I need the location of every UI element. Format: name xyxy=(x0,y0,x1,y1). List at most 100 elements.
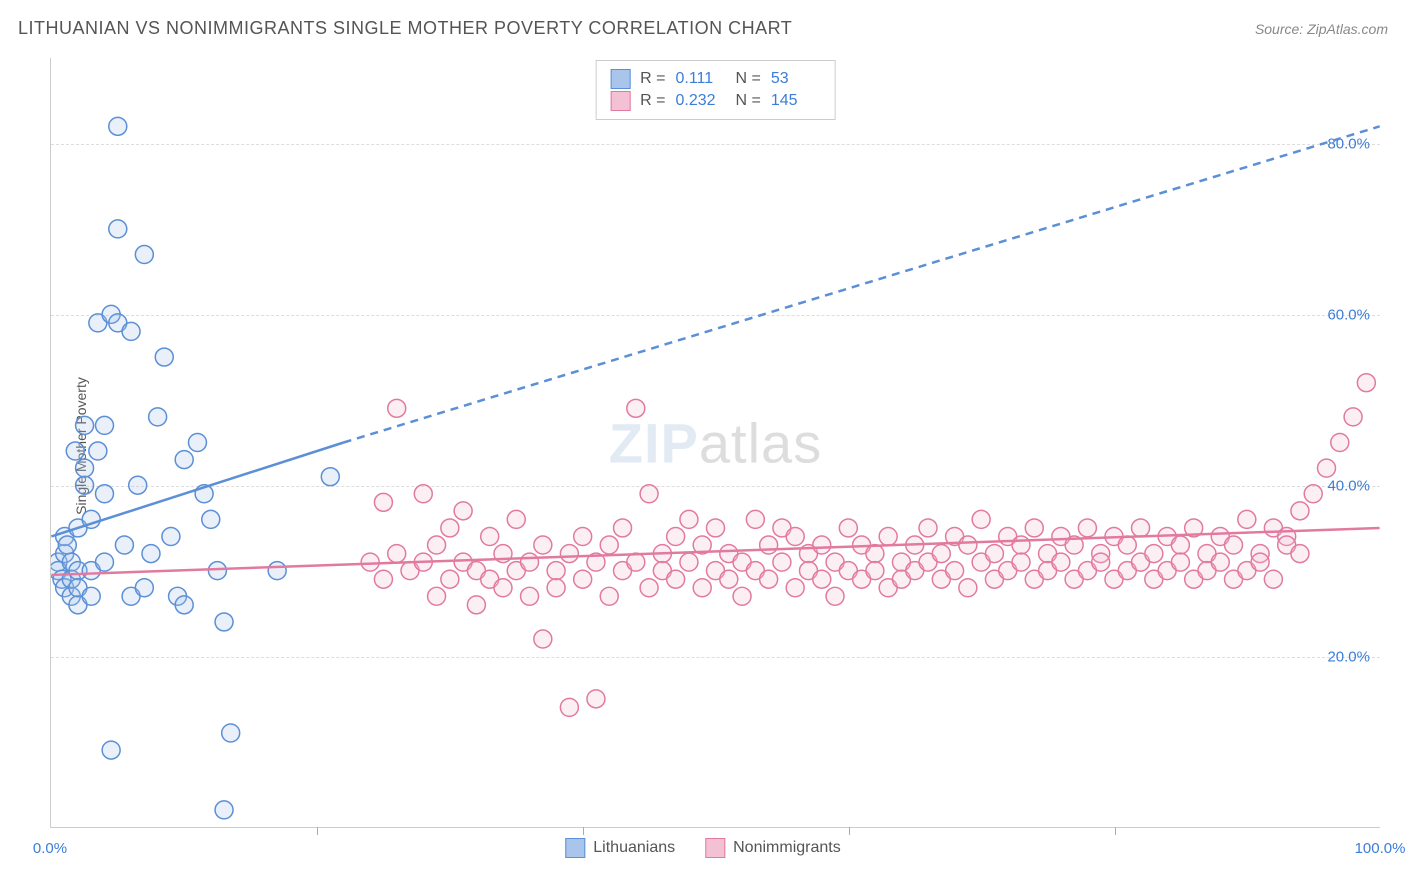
scatter-point-nonimmigrants xyxy=(1145,545,1163,563)
scatter-point-nonimmigrants xyxy=(374,570,392,588)
scatter-point-lithuanians xyxy=(122,322,140,340)
scatter-point-lithuanians xyxy=(96,416,114,434)
swatch-nonimmigrants xyxy=(705,838,725,858)
scatter-point-nonimmigrants xyxy=(640,579,658,597)
scatter-point-nonimmigrants xyxy=(1211,553,1229,571)
scatter-point-lithuanians xyxy=(109,117,127,135)
scatter-point-nonimmigrants xyxy=(1132,519,1150,537)
legend-R-label: R = xyxy=(640,70,665,88)
scatter-point-nonimmigrants xyxy=(1238,510,1256,528)
scatter-point-nonimmigrants xyxy=(521,587,539,605)
scatter-point-nonimmigrants xyxy=(667,570,685,588)
scatter-point-nonimmigrants xyxy=(879,528,897,546)
chart-header: LITHUANIAN VS NONIMMIGRANTS SINGLE MOTHE… xyxy=(18,18,1388,39)
scatter-point-lithuanians xyxy=(149,408,167,426)
correlation-legend-row-0: R = 0.111 N = 53 xyxy=(610,69,821,89)
scatter-point-lithuanians xyxy=(76,459,94,477)
scatter-point-lithuanians xyxy=(66,442,84,460)
scatter-point-nonimmigrants xyxy=(600,536,618,554)
scatter-point-nonimmigrants xyxy=(534,630,552,648)
scatter-point-lithuanians xyxy=(129,476,147,494)
legend-N-label: N = xyxy=(736,70,761,88)
swatch-nonimmigrants xyxy=(610,91,630,111)
scatter-point-nonimmigrants xyxy=(614,519,632,537)
scatter-point-nonimmigrants xyxy=(428,587,446,605)
scatter-point-nonimmigrants xyxy=(919,519,937,537)
scatter-point-nonimmigrants xyxy=(760,536,778,554)
scatter-point-lithuanians xyxy=(188,434,206,452)
scatter-point-nonimmigrants xyxy=(481,528,499,546)
scatter-point-nonimmigrants xyxy=(786,579,804,597)
scatter-point-nonimmigrants xyxy=(720,570,738,588)
legend-N-value-1: 145 xyxy=(771,92,821,110)
scatter-point-nonimmigrants xyxy=(1171,536,1189,554)
scatter-point-nonimmigrants xyxy=(1012,536,1030,554)
scatter-point-nonimmigrants xyxy=(1118,536,1136,554)
chart-source: Source: ZipAtlas.com xyxy=(1255,21,1388,37)
scatter-point-lithuanians xyxy=(175,596,193,614)
scatter-point-nonimmigrants xyxy=(972,510,990,528)
scatter-point-nonimmigrants xyxy=(773,553,791,571)
trendline-dashed-lithuanians xyxy=(344,126,1380,442)
scatter-point-lithuanians xyxy=(76,416,94,434)
scatter-point-nonimmigrants xyxy=(667,528,685,546)
scatter-point-lithuanians xyxy=(115,536,133,554)
scatter-point-nonimmigrants xyxy=(959,536,977,554)
scatter-point-nonimmigrants xyxy=(454,502,472,520)
legend-R-value-0: 0.111 xyxy=(676,70,726,88)
scatter-point-nonimmigrants xyxy=(1251,553,1269,571)
scatter-point-nonimmigrants xyxy=(746,510,764,528)
scatter-point-nonimmigrants xyxy=(1052,553,1070,571)
scatter-point-nonimmigrants xyxy=(521,553,539,571)
scatter-point-nonimmigrants xyxy=(733,587,751,605)
scatter-point-nonimmigrants xyxy=(574,528,592,546)
legend-item-nonimmigrants: Nonimmigrants xyxy=(705,838,841,858)
scatter-point-nonimmigrants xyxy=(1264,570,1282,588)
scatter-point-nonimmigrants xyxy=(441,519,459,537)
scatter-point-nonimmigrants xyxy=(1171,553,1189,571)
scatter-point-lithuanians xyxy=(76,476,94,494)
scatter-point-nonimmigrants xyxy=(1012,553,1030,571)
scatter-point-lithuanians xyxy=(89,442,107,460)
scatter-point-nonimmigrants xyxy=(534,536,552,554)
scatter-point-nonimmigrants xyxy=(494,579,512,597)
scatter-point-nonimmigrants xyxy=(760,570,778,588)
legend-R-label: R = xyxy=(640,92,665,110)
scatter-point-nonimmigrants xyxy=(707,519,725,537)
scatter-point-nonimmigrants xyxy=(932,545,950,563)
scatter-point-nonimmigrants xyxy=(1331,434,1349,452)
scatter-point-nonimmigrants xyxy=(1225,536,1243,554)
scatter-point-nonimmigrants xyxy=(428,536,446,554)
scatter-point-lithuanians xyxy=(222,724,240,742)
scatter-point-nonimmigrants xyxy=(1078,519,1096,537)
scatter-point-nonimmigrants xyxy=(839,519,857,537)
scatter-point-nonimmigrants xyxy=(985,545,1003,563)
legend-item-lithuanians: Lithuanians xyxy=(565,838,675,858)
scatter-point-lithuanians xyxy=(58,536,76,554)
scatter-point-lithuanians xyxy=(208,562,226,580)
scatter-point-nonimmigrants xyxy=(627,399,645,417)
scatter-point-nonimmigrants xyxy=(680,510,698,528)
scatter-point-nonimmigrants xyxy=(786,528,804,546)
scatter-point-lithuanians xyxy=(215,613,233,631)
scatter-point-nonimmigrants xyxy=(388,545,406,563)
scatter-point-lithuanians xyxy=(175,451,193,469)
scatter-point-nonimmigrants xyxy=(959,579,977,597)
scatter-point-nonimmigrants xyxy=(1318,459,1336,477)
scatter-point-lithuanians xyxy=(135,579,153,597)
scatter-point-nonimmigrants xyxy=(361,553,379,571)
scatter-point-nonimmigrants xyxy=(813,570,831,588)
scatter-point-lithuanians xyxy=(102,741,120,759)
xtick xyxy=(849,827,850,835)
scatter-point-nonimmigrants xyxy=(1291,502,1309,520)
scatter-point-lithuanians xyxy=(96,485,114,503)
scatter-point-nonimmigrants xyxy=(560,698,578,716)
scatter-point-nonimmigrants xyxy=(813,536,831,554)
scatter-point-nonimmigrants xyxy=(560,545,578,563)
legend-N-value-0: 53 xyxy=(771,70,821,88)
xtick xyxy=(583,827,584,835)
scatter-point-nonimmigrants xyxy=(1344,408,1362,426)
chart-title: LITHUANIAN VS NONIMMIGRANTS SINGLE MOTHE… xyxy=(18,18,792,39)
xtick-label: 0.0% xyxy=(33,840,67,857)
scatter-point-lithuanians xyxy=(142,545,160,563)
